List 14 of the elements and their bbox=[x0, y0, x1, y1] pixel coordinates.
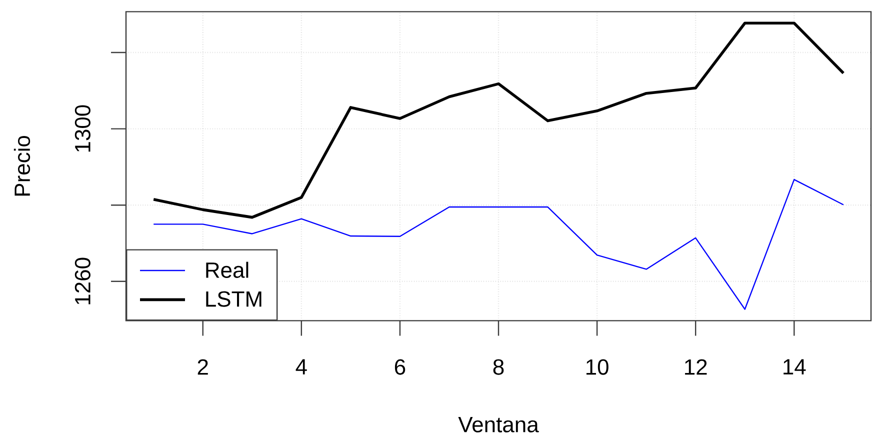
x-tick-label: 8 bbox=[493, 359, 504, 375]
x-tick-label: 6 bbox=[394, 359, 406, 375]
x-axis-title: Ventana bbox=[458, 417, 539, 432]
x-tick-label: 10 bbox=[586, 359, 608, 375]
y-tick-label: 1300 bbox=[74, 105, 90, 152]
y-tick-label: 1260 bbox=[74, 258, 90, 304]
x-tick-label: 14 bbox=[784, 359, 806, 374]
y-axis-title: Precio bbox=[14, 136, 30, 196]
x-tick-label: 4 bbox=[296, 359, 307, 374]
x-tick-label: 12 bbox=[685, 359, 707, 375]
line-series bbox=[152, 22, 845, 219]
legend-label: LSTM bbox=[206, 291, 262, 307]
legend-label: Real bbox=[206, 262, 248, 278]
x-tick-label: 2 bbox=[198, 359, 208, 375]
